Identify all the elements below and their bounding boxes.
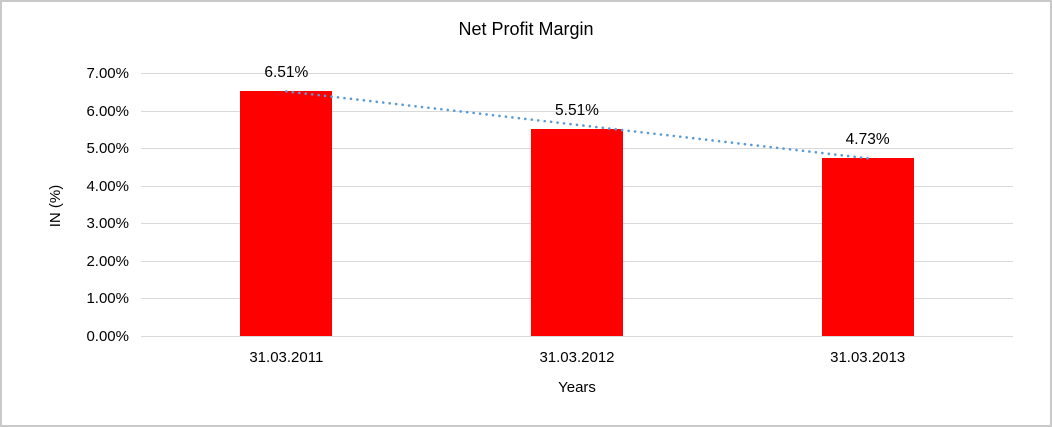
y-axis-tick-label: 0.00%	[86, 328, 129, 345]
y-axis-tick-label: 1.00%	[86, 290, 129, 308]
y-axis-tick-label: 2.00%	[86, 252, 129, 270]
y-axis-tick-label: 7.00%	[86, 65, 129, 82]
bar	[531, 128, 623, 336]
x-axis-title: Years	[558, 379, 596, 396]
y-axis-title: IN (%)	[47, 184, 64, 228]
x-axis-tick-label: 31.03.2011	[249, 349, 324, 366]
y-axis-tick-label: 3.00%	[86, 215, 129, 233]
gridline	[141, 73, 1013, 74]
chart-title: Net Profit Margin	[458, 19, 594, 39]
bar	[240, 91, 333, 336]
x-axis-tick-label: 31.03.2012	[539, 349, 615, 366]
bar	[821, 158, 914, 336]
y-axis-tick-label: 5.00%	[86, 140, 129, 158]
data-label: 4.73%	[845, 131, 890, 149]
x-axis-tick-label: 31.03.2013	[830, 349, 906, 366]
data-label: 6.51%	[264, 64, 309, 82]
y-axis-tick-label: 6.00%	[86, 102, 129, 120]
y-axis-tick-label: 4.00%	[86, 177, 129, 195]
gridline	[141, 336, 1013, 337]
data-label: 5.51%	[555, 101, 599, 119]
